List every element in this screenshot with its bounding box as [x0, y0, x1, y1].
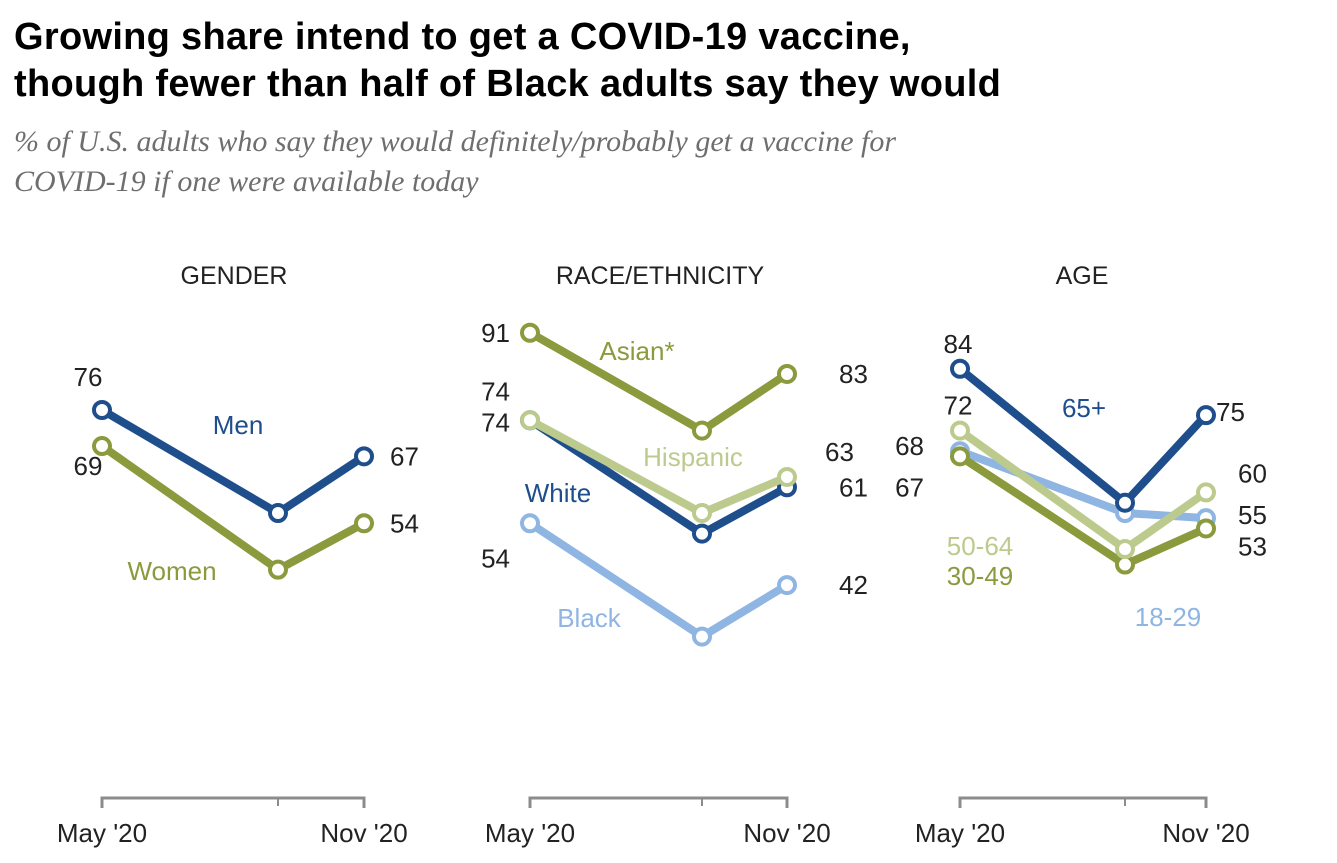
- data-label: 67: [390, 441, 419, 471]
- data-label: 67: [895, 472, 924, 502]
- x-axis-line: [100, 796, 366, 808]
- series-label-asian: Asian*: [599, 336, 674, 366]
- series-label-black: Black: [557, 603, 622, 633]
- data-point: [1115, 539, 1135, 560]
- chart-subtitle: % of U.S. adults who say they would defi…: [14, 122, 896, 202]
- data-point: [268, 503, 288, 523]
- series-label-white: White: [525, 478, 591, 508]
- x-tick-label: Nov '20: [1162, 818, 1249, 848]
- x-axis-line: [958, 796, 1208, 808]
- x-tick-label: May '20: [915, 818, 1005, 848]
- panel-title: AGE: [1056, 262, 1109, 290]
- data-label: 74: [481, 407, 510, 437]
- data-label: 42: [839, 570, 868, 600]
- series-men: [92, 400, 374, 523]
- data-point: [92, 400, 112, 420]
- series-30-49: [950, 446, 1216, 575]
- data-point: [354, 513, 374, 534]
- data-label: 74: [481, 376, 510, 406]
- data-point: [950, 420, 970, 441]
- data-point: [950, 446, 970, 467]
- series-hispanic: [520, 410, 797, 523]
- subtitle-line-1: % of U.S. adults who say they would defi…: [14, 125, 897, 158]
- chart-title: Growing share intend to get a COVID-19 v…: [14, 14, 1001, 108]
- series-label-18-29: 18-29: [1135, 602, 1202, 632]
- data-point: [520, 410, 540, 431]
- series-label-50-64: 50-64: [947, 531, 1014, 561]
- data-label: 61: [839, 472, 868, 502]
- x-tick-label: Nov '20: [743, 818, 830, 848]
- data-point: [692, 420, 712, 441]
- series-label-65: 65+: [1062, 393, 1106, 423]
- data-label: 72: [944, 391, 973, 421]
- data-point: [692, 626, 712, 647]
- data-label: 69: [74, 451, 103, 481]
- data-label: 68: [895, 431, 924, 461]
- data-point: [520, 322, 540, 343]
- data-label: 55: [1238, 500, 1267, 530]
- data-label: 60: [1238, 458, 1267, 488]
- series-label-30-49: 30-49: [947, 561, 1014, 591]
- series-line: [99, 442, 366, 574]
- data-point: [1115, 492, 1135, 513]
- data-point: [1196, 405, 1216, 426]
- series-black: [520, 513, 797, 647]
- data-point: [354, 446, 374, 467]
- data-point: [1196, 518, 1216, 539]
- data-point: [777, 466, 797, 487]
- title-line-2: though fewer than half of Black adults s…: [14, 63, 1002, 105]
- data-point: [950, 358, 970, 379]
- series-label-women: Women: [127, 556, 216, 586]
- data-point: [520, 513, 540, 534]
- data-label: 75: [1216, 397, 1245, 427]
- data-label: 91: [481, 318, 510, 348]
- data-label: 53: [1238, 531, 1267, 561]
- series-asian: [520, 322, 797, 441]
- panel-gender: GENDER May '20 Nov '20 76 67 Men 69 54 Women: [57, 262, 419, 848]
- series-women: [92, 436, 374, 580]
- subtitle-line-2: COVID-19 if one were available today: [14, 165, 479, 198]
- panel-title: RACE/ETHNICITY: [556, 262, 765, 290]
- series-label-hispanic: Hispanic: [643, 442, 743, 472]
- series-white: [520, 410, 797, 544]
- data-label: 84: [944, 329, 973, 359]
- data-point: [1196, 482, 1216, 503]
- panel-title: GENDER: [181, 262, 288, 290]
- series-label-men: Men: [213, 410, 264, 440]
- data-point: [777, 575, 797, 596]
- data-label: 54: [390, 508, 419, 538]
- x-tick-label: Nov '20: [320, 818, 407, 848]
- x-tick-label: May '20: [485, 818, 575, 848]
- data-label: 83: [839, 359, 868, 389]
- series-65: [950, 358, 1216, 513]
- data-label: 63: [825, 437, 854, 467]
- x-tick-label: May '20: [57, 818, 147, 848]
- title-line-1: Growing share intend to get a COVID-19 v…: [14, 16, 911, 58]
- data-point: [692, 503, 712, 523]
- data-point: [777, 363, 797, 384]
- data-point: [92, 436, 112, 457]
- x-axis-line: [528, 796, 789, 808]
- panel-race-ethnicity: RACE/ETHNICITY May '20 Nov '20 91 83 Asian* 74…: [481, 262, 868, 848]
- data-label: 54: [481, 543, 510, 573]
- series-50-64: [950, 420, 1216, 560]
- data-point: [692, 523, 712, 544]
- data-label: 76: [74, 362, 103, 392]
- panel-age: AGE May '20 Nov '20 84 75 65+ 68 55 18-29 72 60 50-…: [895, 262, 1267, 848]
- data-point: [268, 559, 288, 580]
